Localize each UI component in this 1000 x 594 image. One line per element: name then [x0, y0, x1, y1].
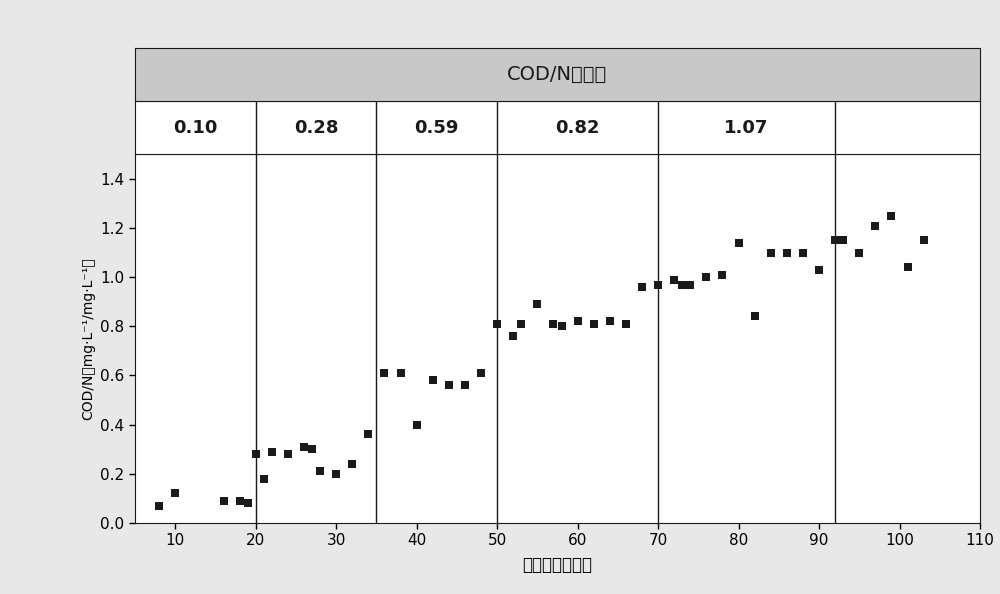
Text: 0.10: 0.10	[173, 119, 218, 137]
Text: 0.28: 0.28	[294, 119, 338, 137]
Text: 1.07: 1.07	[724, 119, 769, 137]
X-axis label: 运行时间（天）: 运行时间（天）	[522, 557, 592, 574]
Y-axis label: COD/N（mg·L⁻¹/mg·L⁻¹）: COD/N（mg·L⁻¹/mg·L⁻¹）	[81, 257, 95, 420]
Text: 0.82: 0.82	[555, 119, 600, 137]
Text: 0.59: 0.59	[415, 119, 459, 137]
Text: COD/N平均値: COD/N平均値	[507, 65, 608, 84]
